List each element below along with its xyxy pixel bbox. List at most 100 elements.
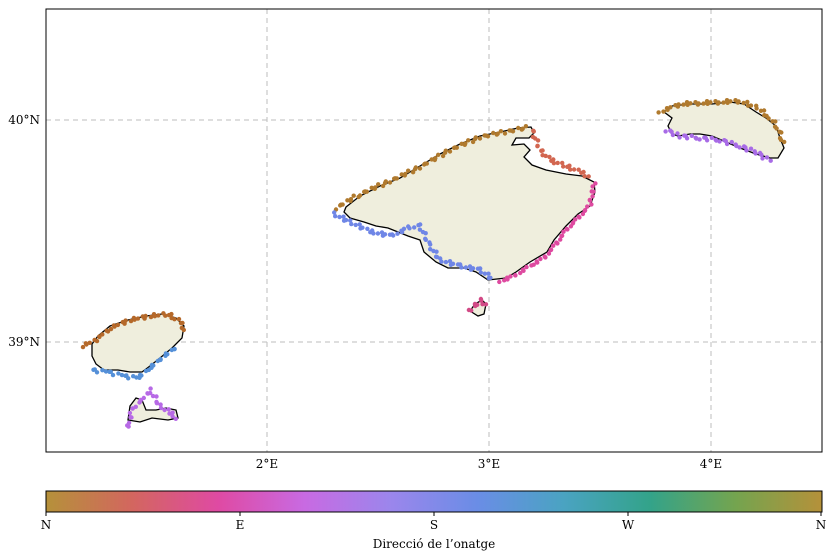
wave-point (697, 137, 702, 142)
wave-point (127, 410, 133, 416)
wave-point (364, 189, 369, 194)
colorbar-tick-label-e: E (236, 518, 245, 532)
wave-point (126, 376, 131, 381)
lon-label-2: 2°E (256, 457, 278, 471)
lon-label-4: 4°E (700, 457, 722, 471)
wave-point (351, 193, 356, 198)
wave-point (105, 329, 111, 334)
wave-point (559, 233, 565, 238)
wave-point (387, 180, 393, 185)
wave-point (534, 259, 539, 264)
wave-point (100, 368, 105, 373)
wave-point (128, 318, 134, 324)
wave-point (417, 166, 423, 171)
wave-point (531, 129, 536, 134)
wave-point (753, 151, 758, 156)
wave-point (173, 416, 178, 421)
wave-point (440, 153, 446, 159)
wave-point (675, 131, 680, 136)
wave-point (141, 395, 146, 401)
wave-point (495, 131, 500, 136)
colorbar-ticks (45, 512, 822, 516)
wave-point (150, 393, 156, 399)
wave-point (112, 324, 117, 329)
wave-point (668, 105, 673, 110)
wave-point (560, 160, 565, 166)
wave-point (571, 167, 577, 172)
wave-point (540, 148, 545, 153)
wave-point (478, 270, 483, 275)
wave-point (543, 255, 548, 260)
wave-point (486, 271, 491, 276)
wave-point (717, 139, 722, 144)
wave-point (774, 126, 779, 131)
wave-point (477, 136, 483, 141)
wave-point (754, 106, 759, 111)
wave-point (759, 152, 764, 157)
wave-point (587, 198, 593, 203)
wave-point (143, 313, 148, 319)
island-mallorca (343, 126, 596, 281)
wave-point (332, 210, 337, 215)
wave-point (555, 241, 560, 246)
wave-point (736, 99, 741, 104)
colorbar-tick-label-w: W (622, 518, 635, 532)
wave-point (475, 302, 480, 307)
wave-point (585, 204, 590, 209)
wave-point (656, 110, 661, 115)
wave-point (558, 237, 563, 242)
wave-point (103, 369, 109, 374)
wave-point (158, 402, 163, 407)
wave-point (407, 226, 412, 231)
wave-point (454, 145, 459, 150)
wave-point (163, 313, 168, 318)
wave-point (349, 221, 354, 227)
wave-point (529, 263, 534, 268)
wave-point (348, 197, 354, 202)
wave-point (535, 144, 540, 149)
wave-point (518, 270, 523, 276)
wave-point (523, 124, 529, 129)
wave-point (181, 327, 186, 333)
wave-point (565, 227, 570, 232)
wave-point (548, 247, 554, 252)
wave-point (436, 152, 441, 157)
wave-point (443, 259, 449, 265)
wave-point (570, 220, 576, 225)
colorbar-tick-label-n2: N (816, 518, 827, 532)
wave-point (418, 222, 423, 227)
wave-point (154, 401, 160, 406)
wave-point (551, 157, 556, 162)
wave-point (428, 242, 433, 247)
wave-point (708, 100, 713, 105)
wave-point (357, 222, 362, 227)
wave-point (343, 217, 349, 223)
wave-point (423, 237, 428, 242)
wave-point (152, 314, 157, 319)
wave-point (778, 137, 784, 143)
land-layer (91, 101, 785, 423)
wave-point (333, 214, 338, 219)
wave-point (357, 193, 363, 198)
wave-point (478, 266, 483, 271)
wave-point (488, 275, 493, 280)
wave-point (516, 125, 521, 131)
wave-point (663, 129, 668, 134)
wave-point (689, 133, 694, 138)
lat-label-40: 40°N (8, 113, 40, 127)
wave-point (180, 320, 185, 326)
wave-point (581, 169, 586, 175)
wave-point (176, 316, 182, 322)
wave-point (551, 161, 557, 166)
wave-point (497, 279, 502, 285)
wave-point (504, 275, 510, 280)
wave-point (108, 369, 114, 374)
wave-point (513, 273, 518, 278)
wave-point (469, 308, 474, 313)
wave-point (709, 135, 714, 140)
wave-point (115, 322, 121, 328)
wave-point (761, 108, 767, 113)
wave-point (80, 344, 86, 350)
wave-point (148, 314, 154, 320)
wave-point (376, 182, 381, 187)
